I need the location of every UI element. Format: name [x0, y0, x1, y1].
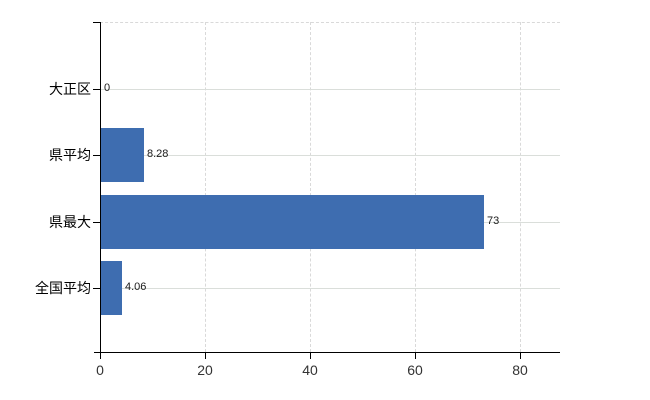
vertical-gridline	[205, 22, 206, 352]
category-label: 県平均	[49, 147, 91, 163]
y-axis-tick	[93, 89, 100, 90]
vertical-gridline	[415, 22, 416, 352]
plot-top-border	[100, 22, 560, 23]
vertical-gridline	[520, 22, 521, 352]
x-tick-label: 40	[302, 362, 318, 378]
x-axis-tick	[520, 352, 521, 359]
bar-value-label: 4.06	[125, 281, 147, 293]
category-label: 県最大	[49, 214, 91, 230]
category-label: 大正区	[49, 81, 91, 97]
x-axis-tick	[310, 352, 311, 359]
x-axis-tick	[205, 352, 206, 359]
x-axis-line	[94, 352, 560, 353]
x-tick-label: 60	[407, 362, 423, 378]
horizontal-gridline	[100, 89, 560, 90]
y-axis-tick	[93, 222, 100, 223]
bar-value-label: 8.28	[147, 148, 169, 160]
bar	[101, 261, 122, 315]
x-axis-tick	[415, 352, 416, 359]
horizontal-gridline	[100, 288, 560, 289]
x-axis-tick	[100, 352, 101, 359]
bar	[101, 195, 484, 249]
horizontal-gridline	[100, 155, 560, 156]
bar-value-label: 0	[104, 82, 111, 94]
y-axis-tick	[93, 155, 100, 156]
x-tick-label: 20	[197, 362, 213, 378]
x-tick-label: 0	[96, 362, 104, 378]
x-tick-label: 80	[512, 362, 528, 378]
bar	[101, 128, 144, 182]
category-label: 全国平均	[35, 280, 91, 296]
y-axis-top-tick	[93, 22, 100, 23]
bar-value-label: 73	[487, 215, 500, 227]
y-axis-tick	[93, 288, 100, 289]
y-axis-line	[100, 22, 101, 352]
vertical-gridline	[310, 22, 311, 352]
